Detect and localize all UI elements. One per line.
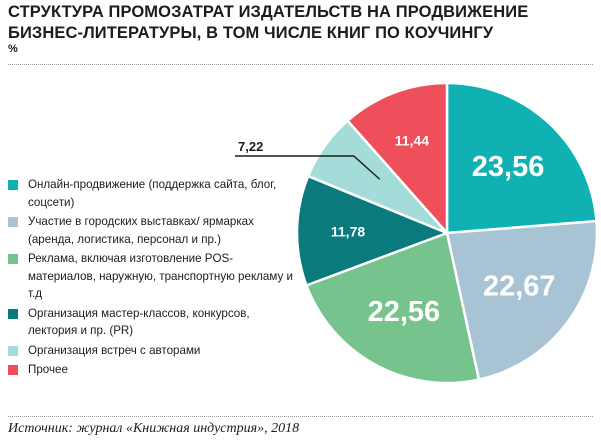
legend-label: Прочее [28, 363, 68, 376]
legend-label: Организация встреч с авторами [28, 343, 201, 357]
pie-slice-label-1: 23,56 [472, 151, 545, 183]
legend-item-exhibitions: Участие в городских выставках/ ярмарках … [8, 213, 300, 248]
pie-slice-label-2: 22,67 [483, 271, 556, 303]
pie-slice-6 [346, 81, 449, 235]
legend-item-author-meetings: Организация встреч с авторами [8, 342, 300, 360]
chart-title: Структура промозатрат издательств на про… [8, 3, 529, 42]
legend-swatch [8, 254, 18, 264]
legend-swatch [8, 308, 18, 319]
bottom-divider [8, 416, 593, 417]
pie-slice-label-5: 7,22 [238, 139, 263, 154]
top-divider [8, 64, 593, 65]
legend-item-advertising: Реклама, включая изготовление POS-матери… [8, 250, 300, 303]
unit-label: % [8, 43, 18, 55]
pie-slice-label-3: 22,56 [368, 296, 441, 328]
legend-swatch [8, 180, 18, 190]
legend-label: Реклама, включая изготовление POS-матери… [28, 252, 293, 300]
legend-item-other: Прочее [8, 361, 300, 379]
pie-slice-2 [445, 219, 599, 381]
legend-item-online: Онлайн-продвижение (поддержка сайта, бло… [8, 176, 300, 211]
legend-swatch [8, 217, 18, 227]
pie-slice-label-4: 11,78 [331, 223, 365, 239]
legend-item-masterclasses: Организация мастер-классов, конкурсов, л… [8, 305, 300, 340]
pie-slice-4 [295, 174, 449, 287]
source-note: Источник: журнал «Книжная индустрия», 20… [8, 421, 300, 436]
pie-slice-1 [445, 81, 598, 235]
callout-leader-line [235, 155, 381, 180]
legend-label: Участие в городских выставках/ ярмарках … [28, 215, 254, 246]
legend-label: Организация мастер-классов, конкурсов, л… [28, 306, 250, 338]
pie-slice-label-6: 11,44 [395, 132, 429, 148]
legend: Онлайн-продвижение (поддержка сайта, бло… [8, 176, 300, 381]
legend-swatch [8, 345, 18, 356]
legend-swatch [8, 365, 18, 375]
legend-label: Онлайн-продвижение (поддержка сайта, бло… [28, 178, 277, 209]
